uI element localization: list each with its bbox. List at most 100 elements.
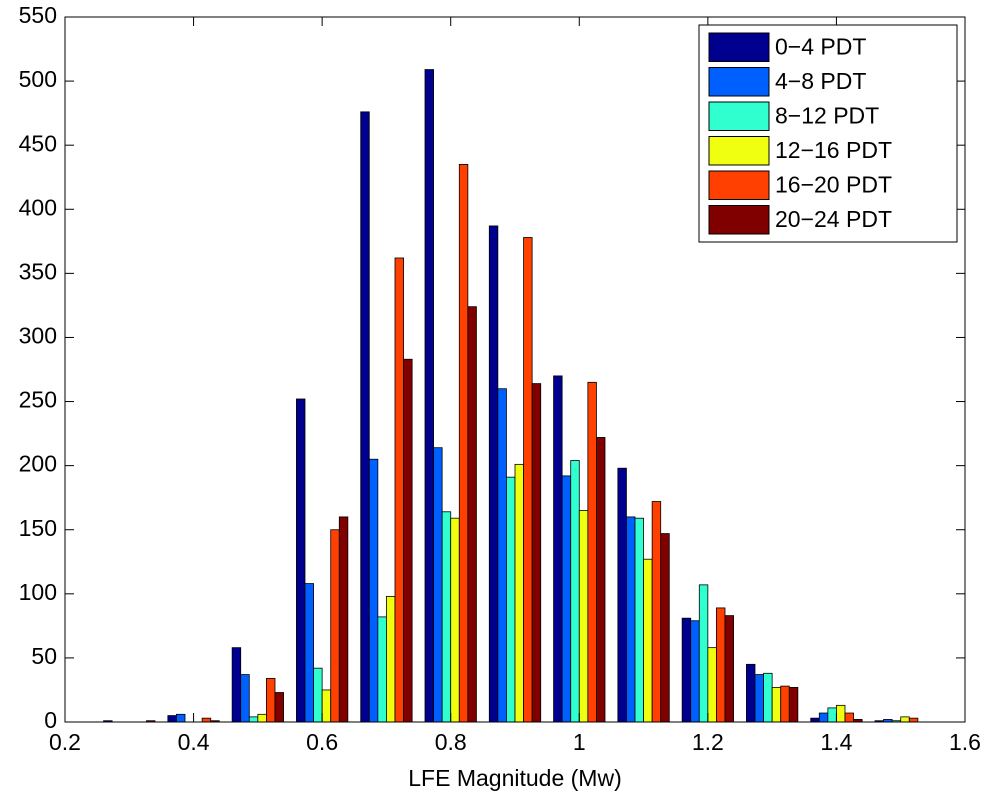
- x-tick-label: 1: [573, 729, 586, 755]
- bar: [450, 517, 460, 723]
- bar: [514, 463, 524, 723]
- bar: [818, 712, 829, 723]
- legend-swatch: [708, 205, 770, 235]
- y-tick-label: 550: [19, 2, 57, 28]
- plot-frame: [64, 16, 966, 723]
- bar: [313, 667, 323, 723]
- bar: [167, 715, 177, 723]
- legend-label: 8−12 PDT: [775, 102, 879, 128]
- y-tick-label: 450: [19, 130, 57, 156]
- bar: [488, 225, 499, 723]
- bar: [368, 458, 379, 723]
- bar: [844, 712, 854, 723]
- bar: [681, 617, 692, 723]
- x-tick-label: 1.2: [692, 729, 724, 755]
- bar: [634, 517, 644, 723]
- legend-swatch: [708, 136, 770, 166]
- y-tick-label: 300: [19, 323, 57, 349]
- bar: [403, 358, 413, 723]
- bar: [531, 383, 542, 723]
- x-tick-label: 0.4: [178, 729, 210, 755]
- bar: [651, 501, 662, 723]
- bar: [274, 692, 284, 723]
- legend-swatch: [708, 67, 770, 97]
- bar: [304, 583, 314, 723]
- bar: [338, 516, 349, 723]
- legend-label: 12−16 PDT: [775, 137, 892, 163]
- bar: [724, 615, 734, 723]
- x-tick-label: 0.8: [435, 729, 467, 755]
- bar: [754, 674, 764, 723]
- y-tick-label: 100: [19, 579, 57, 605]
- bar: [377, 616, 387, 723]
- bar: [433, 447, 443, 723]
- x-tick-label: 1.6: [949, 729, 981, 755]
- bar: [908, 717, 919, 723]
- bar: [660, 533, 670, 723]
- y-tick-label: 500: [19, 66, 57, 92]
- x-tick-label: 0.2: [49, 729, 81, 755]
- bar: [523, 237, 533, 723]
- bar: [553, 375, 563, 723]
- bar: [626, 516, 636, 723]
- bar: [746, 663, 756, 723]
- x-tick-label: 0.6: [306, 729, 338, 755]
- bar: [248, 716, 259, 723]
- legend-label: 4−8 PDT: [775, 68, 866, 94]
- bar: [458, 164, 469, 723]
- x-axis-label: LFE Magnitude (Mw): [408, 765, 621, 791]
- bar: [257, 713, 267, 723]
- y-tick-label: 400: [19, 194, 57, 220]
- y-tick-label: 250: [19, 387, 57, 413]
- legend-label: 20−24 PDT: [775, 206, 892, 232]
- bar: [561, 475, 572, 723]
- bar: [771, 686, 782, 723]
- bar: [643, 558, 653, 723]
- bar: [506, 476, 516, 723]
- legend-label: 0−4 PDT: [775, 33, 866, 59]
- bar: [617, 467, 627, 723]
- y-tick-label: 50: [31, 643, 57, 669]
- bar: [176, 713, 186, 723]
- bar: [330, 529, 340, 723]
- y-tick-label: 150: [19, 515, 57, 541]
- legend-swatch: [708, 170, 770, 200]
- bar: [360, 111, 370, 723]
- y-tick-label: 200: [19, 451, 57, 477]
- legend: 0−4 PDT 4−8 PDT 8−12 PDT 12−16 PDT 16−20 PDT…: [698, 24, 958, 243]
- bar: [596, 437, 606, 723]
- bar: [570, 460, 580, 723]
- bar: [240, 674, 250, 723]
- bar: [788, 686, 799, 723]
- legend-swatch: [708, 101, 770, 131]
- bar: [836, 704, 846, 723]
- legend-swatch: [708, 32, 770, 62]
- bar: [441, 511, 452, 723]
- bar: [707, 647, 717, 723]
- bar: [716, 607, 726, 723]
- bar: [780, 685, 790, 723]
- bar: [810, 717, 820, 723]
- bar: [690, 620, 700, 723]
- y-tick-label: 350: [19, 258, 57, 284]
- bar: [698, 584, 709, 723]
- bar: [231, 647, 242, 723]
- bar: [587, 381, 597, 723]
- bar: [424, 69, 434, 723]
- bar: [578, 510, 589, 723]
- bar: [900, 716, 910, 723]
- y-tick-label: 0: [44, 707, 57, 733]
- legend-label: 16−20 PDT: [775, 171, 892, 197]
- bar: [296, 398, 306, 723]
- bar: [201, 717, 212, 723]
- bar: [266, 678, 276, 723]
- bar: [321, 689, 332, 723]
- x-tick-label: 1.4: [820, 729, 852, 755]
- bar: [386, 595, 396, 723]
- bar: [467, 306, 477, 723]
- bar: [497, 388, 507, 723]
- bar: [827, 707, 837, 723]
- bar: [394, 257, 404, 723]
- bar: [763, 672, 773, 723]
